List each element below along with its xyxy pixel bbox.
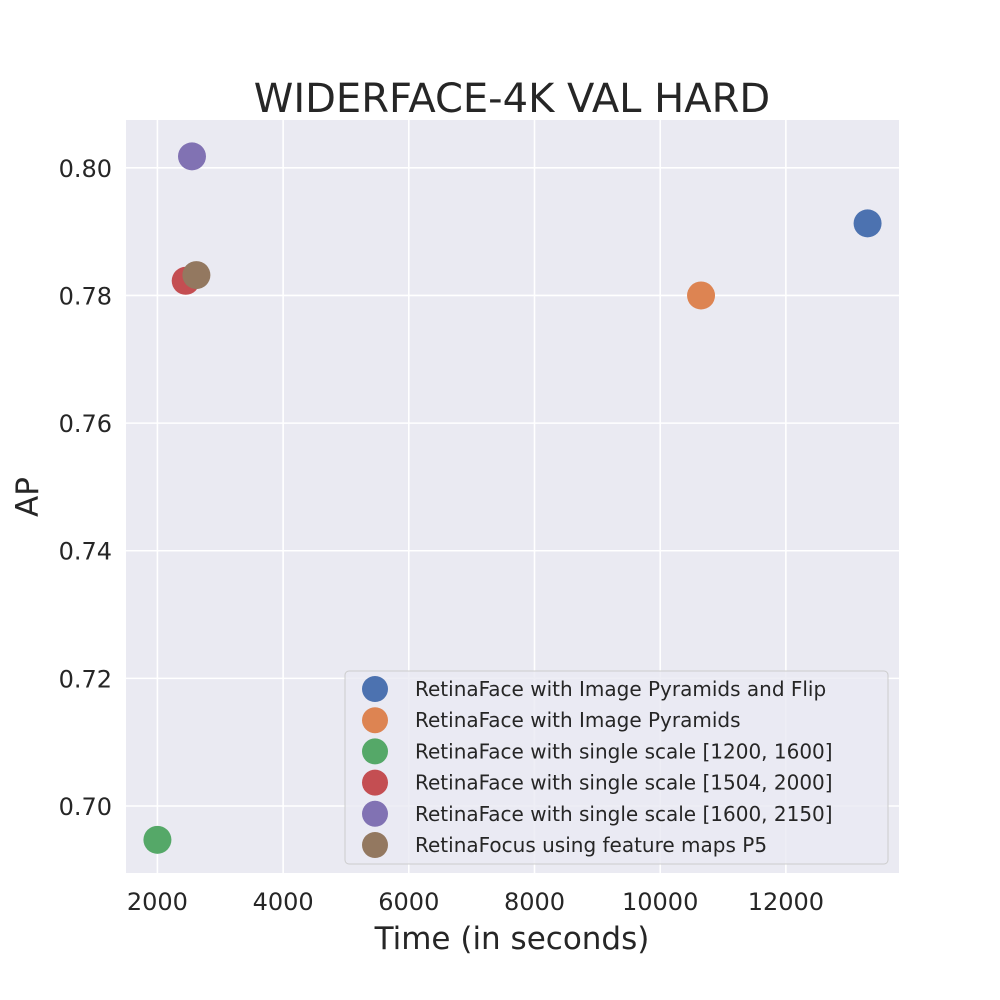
legend-marker: [362, 676, 388, 702]
legend-marker: [362, 707, 388, 734]
x-axis-label: Time (in seconds): [374, 921, 650, 957]
legend: RetinaFace with Image Pyramids and Flip R…: [344, 670, 889, 865]
chart-title: WIDERFACE-4K VAL HARD: [254, 76, 770, 122]
legend-marker: [362, 738, 388, 765]
legend-label: RetinaFace with Image Pyramids and Flip: [415, 677, 826, 701]
x-tick-label: 2000: [127, 888, 188, 916]
x-tick-label: 8000: [504, 888, 565, 916]
y-tick-label: 0.72: [59, 665, 112, 693]
y-tick-label: 0.76: [59, 410, 112, 438]
x-tick-label: 10000: [622, 888, 698, 916]
x-tick-labels: 2000 4000 6000 8000 10000 12000: [127, 888, 824, 916]
x-tick-label: 6000: [378, 888, 439, 916]
legend-marker: [362, 832, 388, 858]
y-tick-label: 0.74: [59, 538, 112, 566]
x-tick-label: 12000: [748, 888, 824, 916]
legend-label: RetinaFace with single scale [1600, 2150…: [415, 802, 833, 826]
y-tick-labels: 0.70 0.72 0.74 0.76 0.78 0.80: [59, 155, 112, 821]
legend-marker: [362, 769, 388, 796]
legend-marker: [362, 800, 388, 827]
x-tick-label: 4000: [253, 888, 314, 916]
y-tick-label: 0.80: [59, 155, 112, 183]
y-tick-label: 0.70: [59, 793, 112, 821]
data-point: [177, 142, 206, 171]
y-axis-label: AP: [10, 477, 46, 517]
data-point: [143, 825, 172, 854]
legend-label: RetinaFace with Image Pyramids: [415, 708, 741, 732]
gridlines: [126, 120, 899, 873]
legend-label: RetinaFace with single scale [1504, 2000…: [415, 771, 833, 795]
data-points: [143, 142, 882, 854]
legend-label: RetinaFace with single scale [1200, 1600…: [415, 739, 833, 763]
data-point: [853, 209, 882, 238]
legend-label: RetinaFocus using feature maps P5: [415, 833, 767, 857]
data-point: [182, 261, 211, 290]
y-tick-label: 0.78: [59, 282, 112, 310]
legend-box: [344, 670, 889, 865]
data-point: [687, 281, 716, 310]
